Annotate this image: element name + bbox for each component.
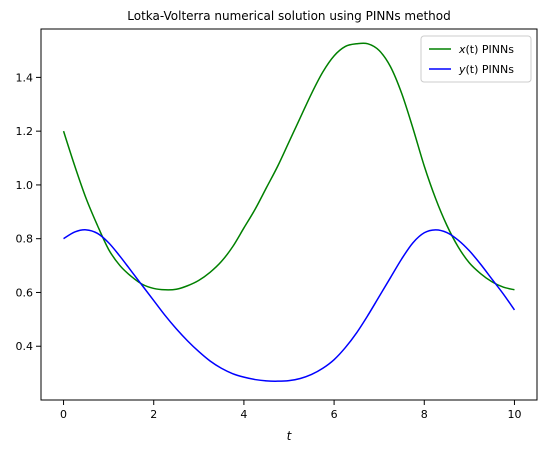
plot-frame (40, 28, 538, 401)
legend: x(t) PINNs y(t) PINNs (420, 35, 532, 83)
x-tick-label: 2 (150, 408, 157, 421)
y-tick-label: 0.4 (16, 340, 34, 353)
axes-layer: 0 2 4 6 8 10 0.4 0.6 0.8 1.0 1.2 1.4 (16, 28, 538, 421)
series-layer (62, 42, 516, 382)
legend-label-y: y(t) PINNs (458, 63, 514, 76)
y-tick-label: 1.2 (16, 125, 34, 138)
chart-title: Lotka-Volterra numerical solution using … (127, 9, 450, 23)
x-tick-label: 6 (331, 408, 338, 421)
x-tick-label: 10 (507, 408, 521, 421)
y-tick-label: 1.4 (16, 71, 34, 84)
y-tick-label: 0.6 (16, 286, 34, 299)
legend-label-x: x(t) PINNs (458, 43, 514, 56)
series-line-y (63, 229, 516, 382)
y-tick-label: 0.8 (16, 233, 34, 246)
x-tick-label: 0 (60, 408, 67, 421)
x-axis-label: t (287, 429, 293, 443)
x-tick-label: 8 (421, 408, 428, 421)
y-tick-label: 1.0 (16, 179, 34, 192)
legend-box (420, 35, 532, 83)
x-tick-label: 4 (240, 408, 247, 421)
